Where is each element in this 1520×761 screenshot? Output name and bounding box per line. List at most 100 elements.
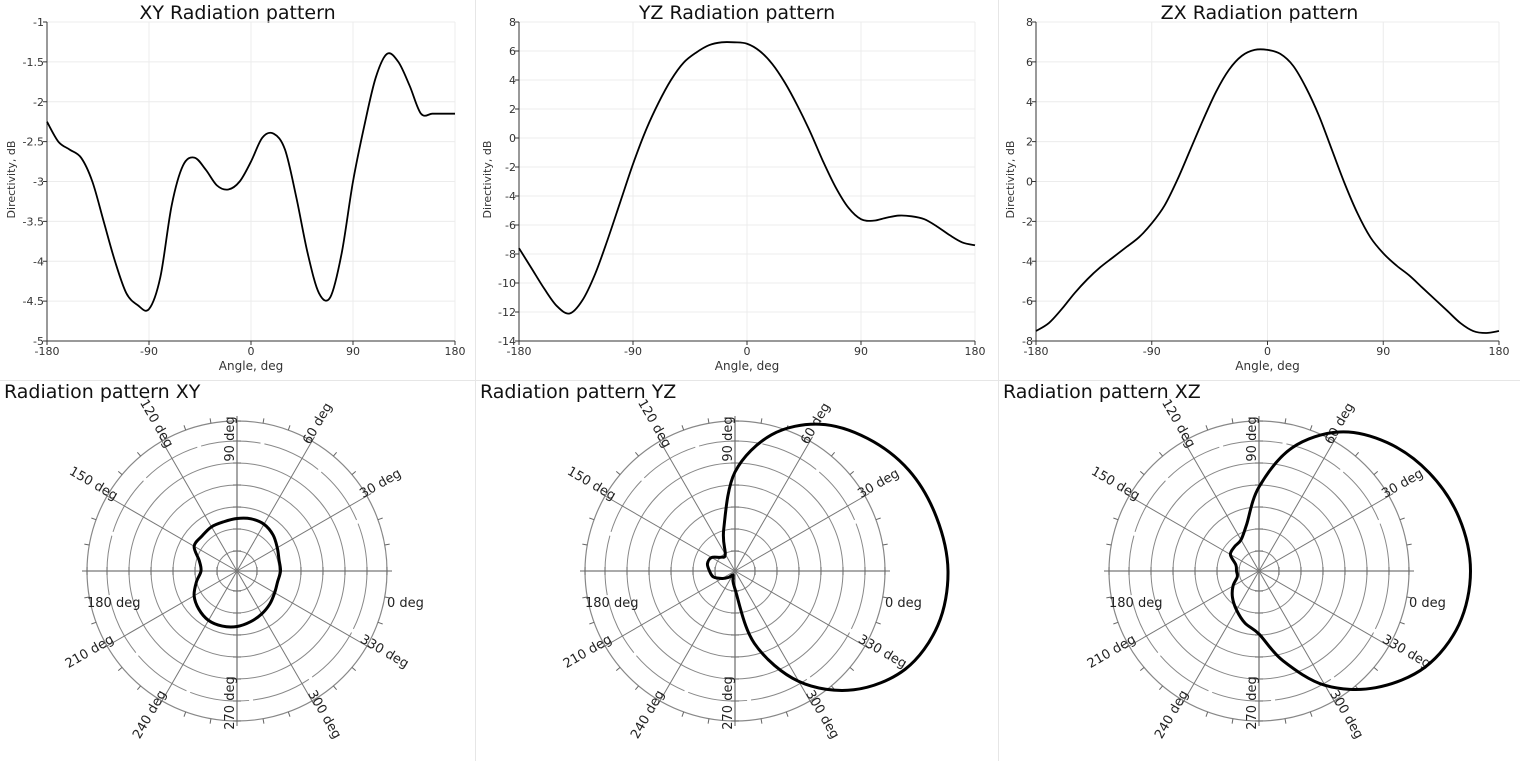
radiation-pattern-curve: [192, 516, 283, 629]
polar-angle-label: 300 deg: [1326, 688, 1366, 742]
y-tick-label: -14: [498, 335, 516, 348]
y-tick-label: -6: [1022, 295, 1033, 308]
polar-rim-tick: [117, 470, 123, 475]
radiation-pattern-curve: [705, 422, 950, 692]
y-tick-label: -4: [505, 190, 516, 203]
polar-angle-label: 0 deg: [885, 596, 922, 611]
polar-spoke: [1128, 570, 1260, 647]
polar-rim-tick: [1355, 451, 1360, 457]
y-tick-label: -5: [33, 335, 44, 348]
polar-rim-tick: [183, 425, 187, 431]
y-tick-label: -10: [498, 277, 516, 290]
y-tick-label: -4: [33, 255, 44, 268]
polar-rim-tick: [864, 493, 870, 497]
polar-rim-tick: [1113, 621, 1119, 625]
polar-spoke: [659, 440, 736, 572]
polar-angle-label: 180 deg: [585, 596, 638, 611]
polar-rim-tick: [333, 685, 338, 691]
polar-rim-tick: [209, 718, 212, 724]
polar-spoke: [734, 440, 811, 572]
yz-polar-panel: Radiation pattern YZ 0 deg 30 deg 60 deg 90…: [476, 381, 998, 761]
polar-rim-tick: [1181, 700, 1185, 706]
polar-angle-label: 30 deg: [357, 466, 404, 502]
polar-angle-label: 120 deg: [1158, 397, 1198, 451]
y-tick-label: -1: [33, 16, 44, 29]
polar-rim-tick: [1124, 645, 1130, 649]
polar-rim-tick: [785, 711, 789, 717]
xy-line-chart: XY Radiation pattern -5 -4.5 -4 -3.5 -3 -2.5 -2…: [5, 2, 466, 373]
xz-polar-panel: Radiation pattern XZ 0 deg 30 deg 60 deg 90…: [999, 381, 1520, 761]
polar-rim-tick: [1231, 718, 1234, 724]
polar-rim-tick: [1333, 700, 1337, 706]
polar-rim-tick: [875, 621, 881, 625]
polar-angle-label: 270 deg: [1245, 676, 1260, 729]
polar-rim-tick: [102, 493, 108, 497]
polar-rim-tick: [159, 436, 163, 442]
polar-spoke: [236, 570, 313, 702]
polar-angle-label: 120 deg: [634, 397, 674, 451]
polar-angle-label: 180 deg: [87, 596, 140, 611]
polar-angle-label: 330 deg: [855, 632, 909, 672]
polar-spoke: [734, 495, 866, 572]
y-tick-label: 2: [509, 103, 516, 116]
polar-spoke: [1258, 440, 1335, 572]
polar-spoke: [161, 440, 238, 572]
polar-angle-label: 270 deg: [223, 676, 238, 729]
polar-rim-tick: [681, 711, 685, 717]
y-tick-label: -8: [1022, 335, 1033, 348]
polar-spoke: [1258, 495, 1390, 572]
x-tick-label: -180: [507, 345, 532, 358]
polar-rim-tick: [1309, 711, 1313, 717]
polar-rim-tick: [351, 470, 357, 475]
polar-angle-label: 90 deg: [223, 416, 238, 461]
polar-angle-label: 150 deg: [1088, 464, 1142, 504]
x-tick-label: 90: [854, 345, 868, 358]
polar-rim-tick: [1181, 436, 1185, 442]
chart-title: YZ Radiation pattern: [638, 2, 835, 24]
polar-spoke: [1258, 570, 1335, 702]
polar-spoke: [604, 570, 736, 647]
polar-rim-tick: [809, 436, 813, 442]
series-line: [46, 52, 455, 312]
polar-rim-tick: [262, 718, 265, 724]
polar-spoke: [236, 495, 368, 572]
polar-angle-label: 270 deg: [721, 676, 736, 729]
zx-cartesian-panel: ZX Radiation pattern -8 -6 -4 -2 0 2 4 6 8 -180 -90…: [999, 0, 1520, 380]
y-tick-label: 0: [1026, 176, 1033, 189]
polar-rim-tick: [1399, 621, 1405, 625]
polar-angle-label: 180 deg: [1109, 596, 1162, 611]
polar-rim-tick: [102, 645, 108, 649]
series-line: [1035, 48, 1500, 334]
polar-rim-tick: [1139, 667, 1145, 672]
polar-angle-label: 240 deg: [628, 688, 668, 742]
polar-rim-tick: [882, 596, 888, 599]
polar-spoke: [106, 570, 238, 647]
polar-rim-tick: [1284, 418, 1287, 424]
polar-angle-label: 0 deg: [1409, 596, 1446, 611]
polar-rim-tick: [287, 711, 291, 717]
polar-title: Radiation pattern XZ: [1003, 381, 1201, 403]
polar-rim-tick: [287, 425, 291, 431]
polar-spoke: [236, 440, 313, 572]
x-tick-label: -90: [1143, 345, 1161, 358]
y-tick-label: -4.5: [23, 295, 44, 308]
xz-polar-chart: 0 deg 30 deg 60 deg 90 deg 120 deg 150 deg 180…: [1085, 397, 1472, 742]
polar-angle-label: 300 deg: [304, 688, 344, 742]
polar-rim-tick: [589, 621, 595, 625]
polar-rim-tick: [1333, 436, 1337, 442]
x-tick-label: 90: [346, 345, 360, 358]
polar-rim-tick: [377, 517, 383, 521]
polar-rim-tick: [615, 667, 621, 672]
x-tick-label: 180: [445, 345, 466, 358]
polar-angle-label: 120 deg: [136, 397, 176, 451]
polar-angle-label: 330 deg: [357, 632, 411, 672]
polar-rim-tick: [1284, 718, 1287, 724]
polar-rim-tick: [1388, 493, 1394, 497]
polar-angle-label: 210 deg: [63, 632, 117, 672]
polar-rim-tick: [707, 718, 710, 724]
polar-rim-tick: [183, 711, 187, 717]
polar-rim-tick: [366, 645, 372, 649]
polar-rim-tick: [159, 700, 163, 706]
polar-rim-tick: [311, 436, 315, 442]
y-tick-label: -8: [505, 248, 516, 261]
